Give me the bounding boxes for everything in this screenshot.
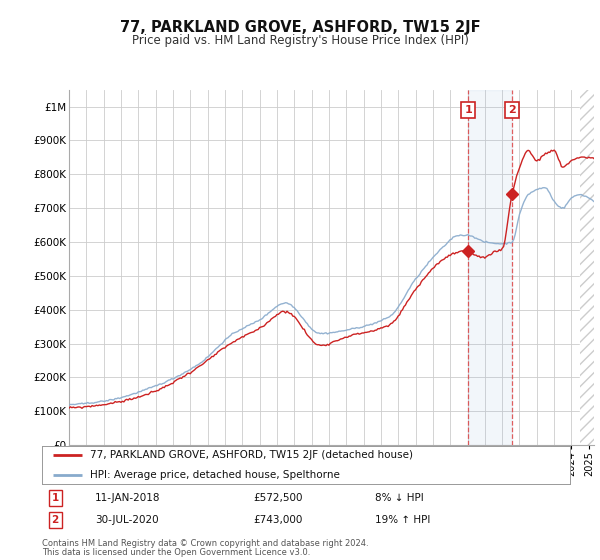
Text: Price paid vs. HM Land Registry's House Price Index (HPI): Price paid vs. HM Land Registry's House … [131, 34, 469, 46]
Bar [580, 90, 594, 445]
Text: £743,000: £743,000 [253, 515, 302, 525]
Bar [468, 90, 512, 445]
Text: 19% ↑ HPI: 19% ↑ HPI [374, 515, 430, 525]
Text: £572,500: £572,500 [253, 493, 303, 503]
Text: This data is licensed under the Open Government Licence v3.0.: This data is licensed under the Open Gov… [42, 548, 310, 557]
Text: HPI: Average price, detached house, Spelthorne: HPI: Average price, detached house, Spel… [89, 470, 340, 480]
Text: 8% ↓ HPI: 8% ↓ HPI [374, 493, 424, 503]
Text: 2: 2 [52, 515, 59, 525]
Text: 1: 1 [52, 493, 59, 503]
Text: 30-JUL-2020: 30-JUL-2020 [95, 515, 158, 525]
Text: 2: 2 [508, 105, 516, 115]
Text: 11-JAN-2018: 11-JAN-2018 [95, 493, 160, 503]
Text: 77, PARKLAND GROVE, ASHFORD, TW15 2JF (detached house): 77, PARKLAND GROVE, ASHFORD, TW15 2JF (d… [89, 450, 413, 460]
Text: Contains HM Land Registry data © Crown copyright and database right 2024.: Contains HM Land Registry data © Crown c… [42, 539, 368, 548]
Text: 1: 1 [464, 105, 472, 115]
Bar [580, 90, 594, 445]
Text: 77, PARKLAND GROVE, ASHFORD, TW15 2JF: 77, PARKLAND GROVE, ASHFORD, TW15 2JF [119, 20, 481, 35]
